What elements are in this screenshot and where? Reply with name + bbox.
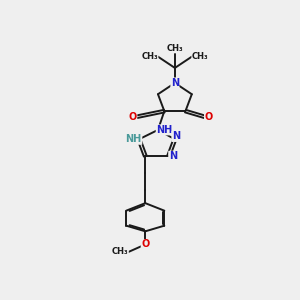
Text: NH: NH (125, 134, 142, 144)
Text: CH₃: CH₃ (192, 52, 208, 61)
Text: O: O (129, 112, 137, 122)
Text: N: N (171, 78, 179, 88)
Text: O: O (141, 239, 149, 250)
Text: N: N (169, 151, 177, 161)
Text: CH₃: CH₃ (167, 44, 183, 53)
Text: NH: NH (156, 125, 172, 135)
Text: CH₃: CH₃ (141, 52, 158, 61)
Text: CH₃: CH₃ (112, 248, 128, 256)
Text: O: O (205, 112, 213, 122)
Text: N: N (172, 131, 180, 142)
